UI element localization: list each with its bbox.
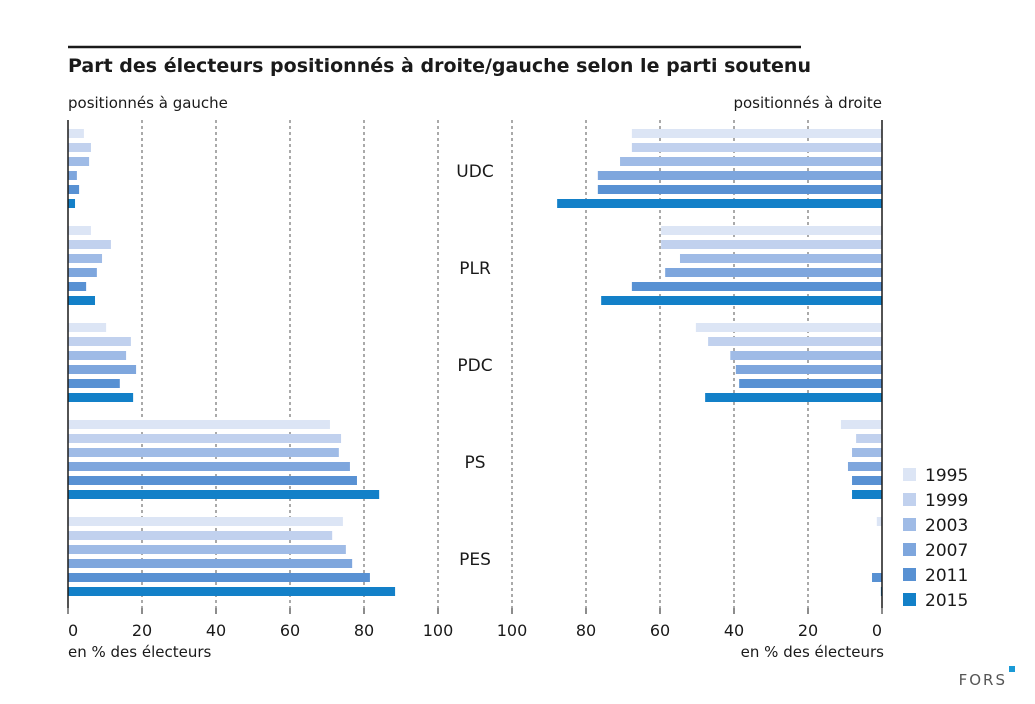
- tick-label-right: 60: [650, 621, 670, 640]
- bar-right-pes-1995: [876, 517, 882, 526]
- bar-left-plr-2011: [68, 282, 87, 291]
- right-panel-label: positionnés à droite: [733, 94, 882, 112]
- tick-label-right: 40: [724, 621, 744, 640]
- tick-label-right: 20: [798, 621, 818, 640]
- legend-swatch-2011: [903, 568, 916, 581]
- legend-swatch-1999: [903, 493, 916, 506]
- bar-right-plr-2007: [665, 268, 882, 277]
- category-label-udc: UDC: [456, 162, 493, 182]
- bar-left-pes-2015: [68, 587, 396, 596]
- bar-right-udc-2007: [597, 171, 882, 180]
- bar-right-udc-1999: [631, 143, 882, 152]
- legend-label-2015: 2015: [925, 591, 968, 611]
- left-panel-label: positionnés à gauche: [68, 94, 228, 112]
- fors-logo: FORS: [959, 671, 1007, 689]
- bar-left-pdc-2003: [68, 351, 127, 360]
- bar-left-pdc-1999: [68, 337, 131, 346]
- tick-label-left: 100: [423, 621, 454, 640]
- bar-left-pes-2003: [68, 545, 346, 554]
- bar-right-udc-1995: [631, 129, 882, 138]
- legend-label-2011: 2011: [925, 566, 968, 586]
- bar-right-ps-2007: [847, 462, 882, 471]
- bar-left-ps-2011: [68, 476, 357, 485]
- bar-left-pdc-1995: [68, 323, 107, 332]
- tick-label-right: 100: [497, 621, 528, 640]
- tick-label-left: 0: [68, 621, 78, 640]
- bar-left-udc-2015: [68, 199, 76, 208]
- tick-label-left: 60: [280, 621, 300, 640]
- bar-left-plr-2003: [68, 254, 103, 263]
- category-label-plr: PLR: [459, 259, 491, 279]
- legend-label-1995: 1995: [925, 466, 968, 486]
- legend-swatch-2015: [903, 593, 916, 606]
- bar-right-ps-2003: [852, 448, 882, 457]
- tick-label-left: 80: [354, 621, 374, 640]
- bar-left-pes-2007: [68, 559, 353, 568]
- legend-label-2003: 2003: [925, 516, 968, 536]
- bar-left-udc-2007: [68, 171, 77, 180]
- tick-label-left: 40: [206, 621, 226, 640]
- left-x-label: en % des électeurs: [68, 643, 212, 661]
- category-label-pdc: PDC: [457, 356, 492, 376]
- bar-right-pdc-2007: [735, 365, 882, 374]
- bar-left-plr-2015: [68, 296, 96, 305]
- bar-left-ps-2003: [68, 448, 339, 457]
- bar-left-udc-2003: [68, 157, 90, 166]
- bar-left-pdc-2015: [68, 393, 134, 402]
- bar-left-plr-1999: [68, 240, 111, 249]
- bar-right-pdc-2011: [739, 379, 882, 388]
- bar-right-pdc-2003: [730, 351, 882, 360]
- category-label-ps: PS: [464, 453, 485, 473]
- bar-right-pes-2011: [872, 573, 882, 582]
- right-x-label: en % des électeurs: [741, 643, 885, 661]
- bar-left-ps-1995: [68, 420, 330, 429]
- bar-right-plr-2015: [601, 296, 882, 305]
- bar-left-ps-1999: [68, 434, 342, 443]
- bar-left-pdc-2011: [68, 379, 120, 388]
- bar-right-pdc-1995: [695, 323, 882, 332]
- bar-right-plr-1999: [661, 240, 882, 249]
- bar-right-plr-2003: [679, 254, 882, 263]
- bar-left-plr-1995: [68, 226, 91, 235]
- chart-title: Part des électeurs positionnés à droite/…: [68, 55, 811, 77]
- tick-label-right: 0: [872, 621, 882, 640]
- bar-left-udc-1999: [68, 143, 91, 152]
- bar-left-udc-2011: [68, 185, 80, 194]
- bar-right-ps-1999: [856, 434, 882, 443]
- bar-right-ps-2015: [852, 490, 882, 499]
- fors-logo-square-icon: [1009, 666, 1015, 672]
- bar-right-udc-2015: [557, 199, 882, 208]
- bar-right-udc-2003: [620, 157, 882, 166]
- legend-label-2007: 2007: [925, 541, 968, 561]
- bar-left-ps-2007: [68, 462, 350, 471]
- bar-right-udc-2011: [597, 185, 882, 194]
- tick-label-right: 80: [576, 621, 596, 640]
- bar-left-pes-1999: [68, 531, 333, 540]
- legend-label-1999: 1999: [925, 491, 968, 511]
- bar-right-plr-1995: [661, 226, 882, 235]
- category-label-pes: PES: [459, 550, 491, 570]
- bar-left-pes-1995: [68, 517, 343, 526]
- bar-right-pdc-2015: [705, 393, 882, 402]
- tick-label-left: 20: [132, 621, 152, 640]
- bar-right-ps-2011: [852, 476, 882, 485]
- bar-right-plr-2011: [631, 282, 882, 291]
- legend-swatch-2007: [903, 543, 916, 556]
- bar-left-pdc-2007: [68, 365, 137, 374]
- bar-left-pes-2011: [68, 573, 370, 582]
- legend-swatch-2003: [903, 518, 916, 531]
- bar-right-ps-1995: [840, 420, 882, 429]
- bar-left-plr-2007: [68, 268, 97, 277]
- bar-left-udc-1995: [68, 129, 84, 138]
- bar-right-pdc-1999: [708, 337, 882, 346]
- bar-left-ps-2015: [68, 490, 380, 499]
- legend-swatch-1995: [903, 468, 916, 481]
